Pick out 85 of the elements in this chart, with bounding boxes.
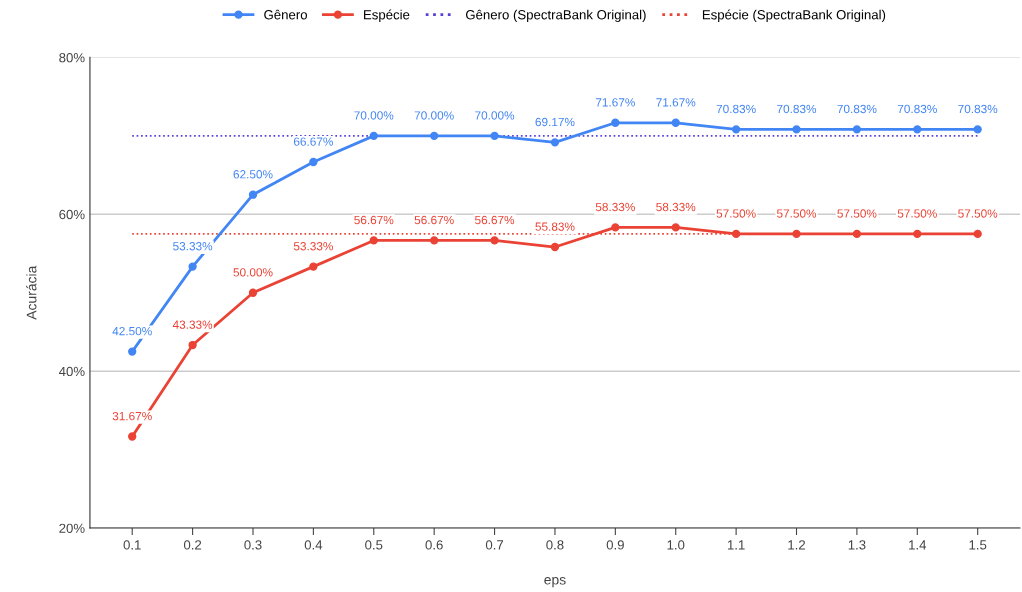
y-axis-title: Acurácia xyxy=(26,265,37,320)
x-tick-label: 0.4 xyxy=(304,540,323,550)
data-label: 56.67% xyxy=(475,215,515,225)
data-label: 70.00% xyxy=(414,111,454,120)
point xyxy=(188,340,197,350)
data-label: 70.83% xyxy=(897,104,937,114)
point xyxy=(611,223,620,232)
data-label: 55.83% xyxy=(535,222,575,231)
data-label: 53.33% xyxy=(173,242,213,251)
point xyxy=(369,236,378,245)
point xyxy=(128,347,137,356)
data-label: 43.33% xyxy=(172,320,213,329)
y-tick-label: 40% xyxy=(58,366,85,377)
x-tick-label: 1.2 xyxy=(788,540,806,550)
data-label: 57.50% xyxy=(897,209,937,218)
y-tick-label: 80% xyxy=(59,52,85,63)
data-label: 71.67% xyxy=(656,98,696,107)
x-tick-label: 0.1 xyxy=(123,540,141,550)
point xyxy=(429,236,439,245)
data-label: 70.00% xyxy=(475,111,515,120)
point xyxy=(913,229,922,239)
data-label: 69.17% xyxy=(535,117,575,127)
data-label: 50.00% xyxy=(233,268,273,277)
x-tick-label: 0.5 xyxy=(365,540,383,550)
x-tick-label: 1.5 xyxy=(969,540,987,550)
point xyxy=(852,125,862,134)
data-label: 56.67% xyxy=(414,215,454,225)
legend-label: Espécie xyxy=(364,9,410,23)
data-label: 70.00% xyxy=(354,111,394,120)
x-tick-label: 0.2 xyxy=(183,540,202,550)
data-label: 57.50% xyxy=(837,209,877,218)
point xyxy=(309,157,318,167)
data-label: 58.33% xyxy=(656,202,696,212)
point xyxy=(852,229,862,239)
point xyxy=(369,131,378,141)
point xyxy=(792,125,801,134)
point xyxy=(611,118,620,127)
data-label: 57.50% xyxy=(776,209,817,218)
data-label: 70.83% xyxy=(958,104,998,114)
point xyxy=(248,190,258,199)
data-label: 57.50% xyxy=(958,209,998,218)
data-label: 31.67% xyxy=(112,411,152,421)
point xyxy=(973,229,982,239)
y-tick-label: 20% xyxy=(59,523,85,533)
x-tick-label: 1.1 xyxy=(727,540,745,550)
x-tick-label: 1.3 xyxy=(848,540,866,550)
point xyxy=(913,125,922,134)
legend-label: Espécie (SpectraBank Original) xyxy=(702,9,886,23)
point xyxy=(490,236,499,245)
x-axis-title: eps xyxy=(544,576,566,588)
point xyxy=(973,125,982,134)
data-label: 56.67% xyxy=(354,215,394,225)
data-label: 71.67% xyxy=(595,98,635,107)
data-label: 70.83% xyxy=(837,104,877,114)
point xyxy=(731,229,741,239)
point xyxy=(671,223,680,232)
point xyxy=(188,262,197,271)
x-tick-label: 1.0 xyxy=(667,540,685,550)
point xyxy=(248,288,258,297)
data-label: 62.50% xyxy=(233,170,273,179)
point xyxy=(128,432,137,441)
legend-label: Gênero xyxy=(264,9,307,20)
point xyxy=(309,262,318,271)
data-label: 66.67% xyxy=(293,137,333,146)
point xyxy=(550,138,560,147)
point xyxy=(490,131,499,141)
data-label: 70.83% xyxy=(777,104,817,114)
point xyxy=(429,131,439,141)
data-label: 58.33% xyxy=(595,202,635,212)
x-tick-label: 1.4 xyxy=(909,540,927,550)
data-label: 42.50% xyxy=(112,326,152,336)
legend-label: Gênero (SpectraBank Original) xyxy=(465,9,646,23)
point xyxy=(792,229,801,239)
data-label: 53.33% xyxy=(293,242,333,251)
point xyxy=(671,118,680,127)
point xyxy=(731,125,741,134)
x-tick-label: 0.7 xyxy=(485,540,504,550)
x-tick-label: 0.8 xyxy=(546,540,564,550)
point xyxy=(550,242,560,252)
y-tick-label: 60% xyxy=(59,209,85,220)
x-tick-label: 0.6 xyxy=(425,540,443,550)
data-label: 57.50% xyxy=(716,209,756,218)
x-tick-label: 0.9 xyxy=(606,540,624,550)
data-label: 70.83% xyxy=(716,104,756,114)
x-tick-label: 0.3 xyxy=(244,540,262,550)
